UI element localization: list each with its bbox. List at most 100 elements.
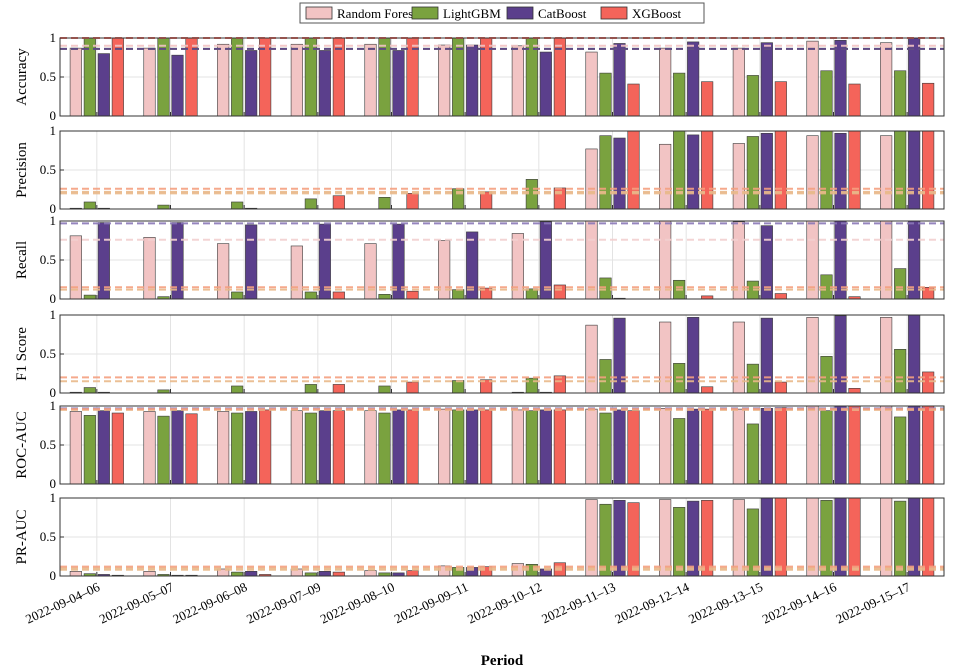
bar: [599, 277, 612, 300]
bar: [97, 410, 110, 485]
bar: [332, 291, 345, 300]
y-tick-label: 0: [50, 291, 57, 306]
bar: [659, 499, 672, 577]
bar: [627, 410, 640, 485]
bar: [143, 571, 156, 577]
bar: [659, 408, 672, 485]
bar: [83, 387, 96, 394]
bar: [659, 321, 672, 394]
bar: [585, 499, 598, 577]
bar: [392, 409, 405, 485]
bar: [673, 130, 686, 210]
bar: [659, 47, 672, 117]
bar: [259, 409, 272, 485]
panel-f1-score: 0 0.5 1 F1 Score: [14, 307, 945, 400]
y-tick-label: 0: [50, 201, 57, 216]
bar: [894, 70, 907, 117]
legend-swatch-2: [506, 6, 534, 20]
bar: [760, 42, 773, 117]
y-tick-label: 1: [50, 213, 57, 228]
bar: [245, 50, 258, 117]
y-tick-label: 1: [50, 30, 57, 45]
bar: [613, 43, 626, 117]
bar: [245, 411, 258, 485]
bar: [364, 43, 377, 117]
bar: [406, 193, 419, 210]
bar: [834, 40, 847, 117]
bar: [318, 50, 331, 117]
bar: [378, 385, 391, 394]
bar: [217, 411, 230, 485]
bar: [332, 384, 345, 394]
bar: [452, 289, 465, 300]
bar: [746, 75, 759, 117]
bar: [318, 571, 331, 577]
bar: [217, 43, 230, 117]
y-tick-label: 0.5: [40, 162, 56, 177]
bar: [378, 412, 391, 485]
legend-swatch-1: [411, 6, 439, 20]
bar: [511, 409, 524, 485]
bar: [553, 375, 566, 394]
bar: [217, 243, 230, 300]
bar: [318, 410, 331, 485]
bar: [732, 408, 745, 485]
bar: [332, 571, 345, 577]
x-tick-label: 2022-09-06–08: [170, 579, 249, 626]
bar: [480, 409, 493, 485]
y-axis-label: Precision: [14, 142, 30, 198]
bar: [880, 405, 893, 485]
bar: [553, 409, 566, 485]
y-tick-label: 1: [50, 490, 57, 505]
chart-panels: 00.51Accuracy00.51Precision00.51Recall00…: [14, 30, 945, 583]
bar: [701, 408, 714, 485]
bar: [894, 349, 907, 394]
y-axis-label: F1 Score: [14, 327, 30, 381]
y-axis-label: ROC-AUC: [14, 411, 30, 479]
bar: [774, 381, 787, 394]
x-tick-label: 2022-09-11–13: [539, 579, 618, 626]
bar: [774, 497, 787, 577]
x-tick-label: 2022-09-08–10: [318, 579, 397, 626]
bar: [157, 204, 170, 210]
bar: [848, 405, 861, 485]
bar: [760, 497, 773, 577]
y-tick-label: 0: [50, 385, 57, 400]
legend-label-3: XGBoost: [632, 6, 682, 21]
bar: [673, 72, 686, 117]
bar: [922, 497, 935, 577]
bar: [627, 83, 640, 117]
bar: [406, 381, 419, 394]
bar: [585, 51, 598, 117]
y-tick-label: 0: [50, 476, 57, 491]
y-tick-label: 0.5: [40, 252, 56, 267]
bar: [908, 497, 921, 577]
bar: [539, 51, 552, 117]
bar: [378, 294, 391, 300]
bar: [466, 44, 479, 117]
x-tick-label: 2022-09-05–07: [97, 579, 176, 627]
bar: [406, 570, 419, 577]
bar: [687, 500, 700, 577]
bar: [820, 410, 833, 485]
bar: [599, 412, 612, 485]
bar: [820, 500, 833, 577]
bar: [466, 409, 479, 485]
bar: [687, 408, 700, 485]
bar: [760, 408, 773, 485]
bar: [585, 408, 598, 485]
legend-label-0: Random Forest: [337, 6, 417, 21]
bar: [806, 497, 819, 577]
bar: [746, 363, 759, 394]
panel-roc-auc: 0 0.5 1 ROC-AUC: [14, 398, 945, 491]
bar: [539, 409, 552, 485]
bar: [774, 293, 787, 300]
bar: [894, 268, 907, 300]
bar: [511, 45, 524, 117]
bar: [701, 386, 714, 394]
bar: [774, 407, 787, 485]
bar: [599, 503, 612, 577]
bar: [111, 412, 124, 485]
bar: [83, 415, 96, 485]
